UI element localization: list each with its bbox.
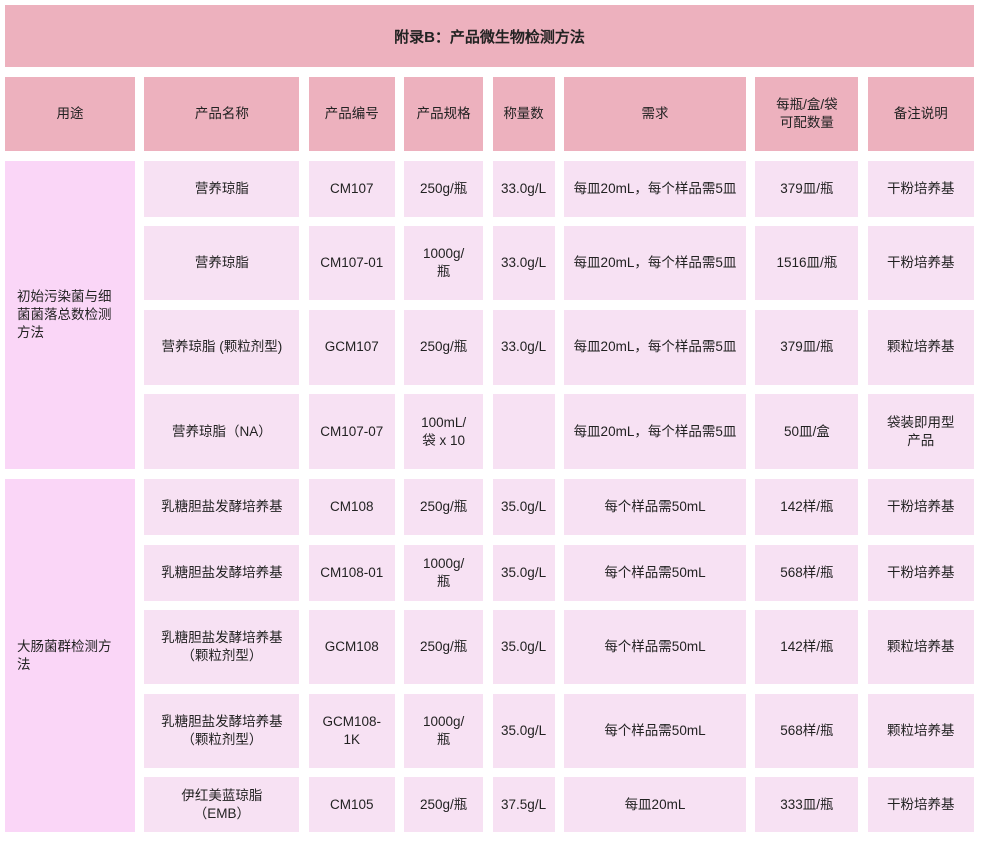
cell-remarks: 颗粒培养基: [867, 309, 974, 385]
cell-weight: 35.0g/L: [492, 693, 555, 768]
cell-yield: 1516皿/瓶: [755, 226, 859, 301]
header-weight: 称量数: [492, 77, 555, 151]
cell-product-spec: 250g/瓶: [404, 309, 484, 385]
cell-product-name: 营养琼脂 (颗粒剂型): [144, 309, 300, 385]
cell-product-spec: 1000g/瓶: [404, 693, 484, 768]
cell-product-code: GCM108: [308, 610, 395, 685]
header-usage: 用途: [5, 77, 135, 151]
cell-remarks: 干粉培养基: [867, 226, 974, 301]
cell-requirement: 每皿20mL，每个样品需5皿: [563, 160, 746, 217]
cell-remarks: 颗粒培养基: [867, 610, 974, 685]
cell-product-spec: 250g/瓶: [404, 777, 484, 833]
cell-product-name: 营养琼脂: [144, 226, 300, 301]
cell-requirement: 每个样品需50mL: [563, 693, 746, 768]
cell-yield: 379皿/瓶: [755, 160, 859, 217]
cell-product-name: 乳糖胆盐发酵培养基: [144, 478, 300, 535]
cell-requirement: 每个样品需50mL: [563, 610, 746, 685]
cell-weight: 35.0g/L: [492, 610, 555, 685]
cell-requirement: 每皿20mL，每个样品需5皿: [563, 394, 746, 470]
cell-weight: 33.0g/L: [492, 226, 555, 301]
cell-weight: 35.0g/L: [492, 544, 555, 601]
cell-product-code: CM108: [308, 478, 395, 535]
cell-yield: 142样/瓶: [755, 610, 859, 685]
cell-weight: 33.0g/L: [492, 160, 555, 217]
cell-product-spec: 1000g/瓶: [404, 226, 484, 301]
cell-requirement: 每个样品需50mL: [563, 478, 746, 535]
cell-yield: 568样/瓶: [755, 693, 859, 768]
group-usage-cell: 大肠菌群检测方法: [5, 478, 135, 833]
cell-product-name: 伊红美蓝琼脂（EMB）: [144, 777, 300, 833]
table-title: 附录B：产品微生物检测方法: [5, 5, 974, 67]
cell-requirement: 每皿20mL，每个样品需5皿: [563, 226, 746, 301]
cell-remarks: 干粉培养基: [867, 544, 974, 601]
cell-product-name: 营养琼脂: [144, 160, 300, 217]
cell-weight: 37.5g/L: [492, 777, 555, 833]
cell-product-name: 乳糖胆盐发酵培养基（颗粒剂型）: [144, 693, 300, 768]
cell-product-spec: 250g/瓶: [404, 478, 484, 535]
cell-weight: 35.0g/L: [492, 478, 555, 535]
cell-product-spec: 250g/瓶: [404, 160, 484, 217]
cell-remarks: 干粉培养基: [867, 478, 974, 535]
cell-weight: [492, 394, 555, 470]
cell-product-code: CM107-01: [308, 226, 395, 301]
cell-yield: 333皿/瓶: [755, 777, 859, 833]
cell-product-code: CM105: [308, 777, 395, 833]
cell-yield: 379皿/瓶: [755, 309, 859, 385]
cell-weight: 33.0g/L: [492, 309, 555, 385]
header-yield: 每瓶/盒/袋可配数量: [755, 77, 859, 151]
group-usage-cell: 初始污染菌与细菌菌落总数检测方法: [5, 160, 135, 470]
header-requirement: 需求: [563, 77, 746, 151]
cell-requirement: 每个样品需50mL: [563, 544, 746, 601]
cell-requirement: 每皿20mL: [563, 777, 746, 833]
cell-remarks: 颗粒培养基: [867, 693, 974, 768]
cell-remarks: 干粉培养基: [867, 160, 974, 217]
cell-product-spec: 1000g/瓶: [404, 544, 484, 601]
product-table: 用途 产品名称 产品编号 产品规格 称量数 需求 每瓶/盒/袋可配数量 备注说明初始污染菌与细…: [5, 77, 974, 833]
cell-remarks: 袋装即用型产品: [867, 394, 974, 470]
cell-yield: 142样/瓶: [755, 478, 859, 535]
cell-requirement: 每皿20mL，每个样品需5皿: [563, 309, 746, 385]
cell-product-name: 乳糖胆盐发酵培养基: [144, 544, 300, 601]
cell-remarks: 干粉培养基: [867, 777, 974, 833]
cell-product-code: GCM108-1K: [308, 693, 395, 768]
cell-product-name: 营养琼脂（NA）: [144, 394, 300, 470]
header-product-code: 产品编号: [308, 77, 395, 151]
header-product-spec: 产品规格: [404, 77, 484, 151]
cell-product-spec: 100mL/袋 x 10: [404, 394, 484, 470]
header-product-name: 产品名称: [144, 77, 300, 151]
cell-product-name: 乳糖胆盐发酵培养基（颗粒剂型）: [144, 610, 300, 685]
cell-product-spec: 250g/瓶: [404, 610, 484, 685]
cell-product-code: CM107: [308, 160, 395, 217]
header-remarks: 备注说明: [867, 77, 974, 151]
cell-product-code: CM107-07: [308, 394, 395, 470]
cell-yield: 50皿/盒: [755, 394, 859, 470]
cell-product-code: CM108-01: [308, 544, 395, 601]
cell-yield: 568样/瓶: [755, 544, 859, 601]
cell-product-code: GCM107: [308, 309, 395, 385]
